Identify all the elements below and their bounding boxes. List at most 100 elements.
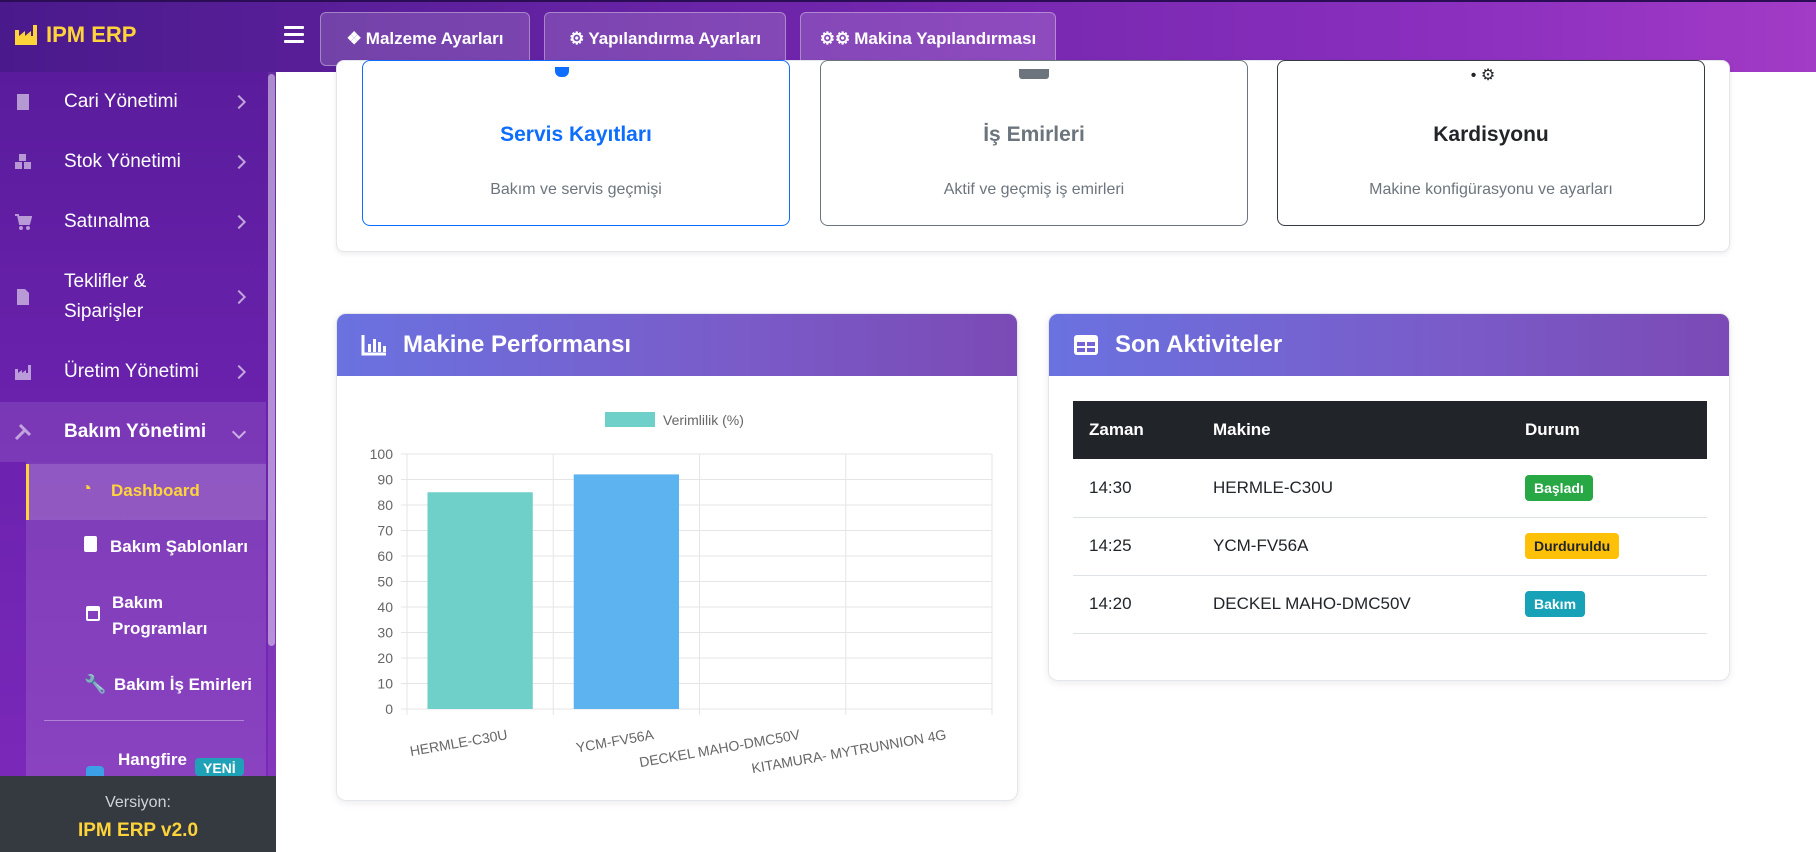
y-tick-label: 30 <box>377 625 393 641</box>
sidebar-item-cari[interactable]: Cari Yönetimi <box>0 87 266 117</box>
table-row[interactable]: 14:25 YCM-FV56A Durduruldu <box>1073 517 1707 576</box>
cart-icon <box>15 214 32 230</box>
table-header-row: Zaman Makine Durum <box>1073 401 1707 459</box>
sidebar-item-teklifler[interactable]: Teklifler & Siparişler <box>0 267 266 327</box>
submenu-item-dashboard[interactable]: ◔ Dashboard <box>26 464 266 520</box>
invoice-icon <box>17 289 29 305</box>
gauge-icon: ◔ <box>81 478 92 498</box>
machine-configuration-button[interactable]: ⚙⚙ Makina Yapılandırması <box>800 12 1056 66</box>
sidebar-scrollbar-track <box>268 72 276 776</box>
submenu-item-bakim-sablonlari[interactable]: Bakım Şablonları <box>26 520 266 576</box>
sidebar-scrollbar[interactable] <box>268 74 275 646</box>
cubes-icon: ❖ <box>346 29 362 48</box>
y-tick-label: 0 <box>385 701 393 717</box>
material-settings-button[interactable]: ❖ Malzeme Ayarları <box>320 12 530 66</box>
version-value: IPM ERP v2.0 <box>77 820 199 841</box>
sidebar-active-highlight <box>0 402 266 462</box>
y-tick-label: 20 <box>377 650 393 666</box>
machine-performance-card: Makine Performansı 0 10 20 30 40 50 60 70 80 90 10… <box>336 313 1018 801</box>
sidebar-item-bakim[interactable]: Bakım Yönetimi <box>0 417 266 447</box>
column-header-status: Durum <box>1509 401 1707 459</box>
x-tick-label: HERMLE-C30U <box>409 726 509 759</box>
gears-icon: • ⚙ <box>1470 67 1496 84</box>
y-tick-label: 10 <box>377 676 393 692</box>
recent-activities-title: Son Aktiviteler <box>1115 331 1283 358</box>
table-icon <box>1074 335 1098 355</box>
configuration-settings-button[interactable]: ⚙ Yapılandırma Ayarları <box>544 12 786 66</box>
chevron-right-icon <box>231 214 247 230</box>
industry-icon <box>15 25 37 45</box>
legend-label: Verimlilik (%) <box>663 412 744 428</box>
brand[interactable]: IPM ERP <box>14 22 136 48</box>
gear-icon: ⚙ <box>569 29 585 48</box>
x-tick-label: YCM-FV56A <box>575 726 656 756</box>
machine-cell: DECKEL MAHO-DMC50V <box>1197 575 1509 634</box>
clipboard-icon <box>84 536 97 552</box>
time-cell: 14:30 <box>1073 459 1197 518</box>
gears-icon: ⚙⚙ <box>819 29 851 48</box>
submenu-divider <box>44 720 244 721</box>
version-footer: Versiyon: IPM ERP v2.0 <box>0 776 276 852</box>
activities-table: Zaman Makine Durum 14:30 HERMLE-C30U Baş… <box>1073 401 1707 634</box>
status-cell: Durduruldu <box>1509 517 1707 576</box>
table-row[interactable]: 14:30 HERMLE-C30U Başladı <box>1073 459 1707 518</box>
sidebar: Cari Yönetimi Stok Yönetimi Satınalma Te… <box>0 72 276 776</box>
column-header-time: Zaman <box>1073 401 1197 459</box>
machine-cell: HERMLE-C30U <box>1197 459 1509 518</box>
table-row[interactable]: 14:20 DECKEL MAHO-DMC50V Bakım <box>1073 575 1707 634</box>
time-cell: 14:20 <box>1073 575 1197 634</box>
submenu-item-hangfire[interactable]: Hangfire <box>26 740 266 776</box>
chevron-right-icon <box>231 289 247 305</box>
wrench-icon <box>555 67 569 77</box>
top-navbar: IPM ERP ❖ Malzeme Ayarları ⚙ Yapılandırm… <box>0 0 1816 72</box>
y-tick-label: 70 <box>377 523 393 539</box>
status-cell: Başladı <box>1509 459 1707 518</box>
y-tick-label: 40 <box>377 599 393 615</box>
bar <box>573 474 680 709</box>
recent-activities-header: Son Aktiviteler <box>1049 314 1729 376</box>
service-records-card[interactable]: Servis Kayıtları Bakım ve servis geçmişi <box>362 60 790 226</box>
column-header-machine: Makine <box>1197 401 1509 459</box>
machine-performance-title: Makine Performansı <box>403 331 632 358</box>
clipboard-icon <box>1019 69 1049 79</box>
new-badge: YENİ <box>195 758 244 776</box>
calendar-icon <box>86 606 100 621</box>
submenu-item-bakim-is-emirleri[interactable]: 🔧 Bakım İş Emirleri <box>84 674 252 694</box>
sidebar-item-satinalma[interactable]: Satınalma <box>0 207 266 237</box>
work-orders-card[interactable]: İş Emirleri Aktif ve geçmiş iş emirleri <box>820 60 1248 226</box>
building-icon <box>17 94 29 110</box>
machine-cell: YCM-FV56A <box>1197 517 1509 576</box>
performance-bar-chart: 0 10 20 30 40 50 60 70 80 90 100 HERMLE-C30U YCM-FV5… <box>370 412 993 776</box>
chart-bar-icon <box>361 335 386 356</box>
status-badge: Durduruldu <box>1525 533 1620 559</box>
robot-icon <box>86 766 104 776</box>
recent-activities-card: Son Aktiviteler Zaman Makine Durum 14:30… <box>1048 313 1730 681</box>
y-tick-label: 90 <box>377 472 393 488</box>
wrench-icon: 🔧 <box>84 674 107 694</box>
submenu-container <box>26 462 266 776</box>
chevron-right-icon <box>231 154 247 170</box>
tools-icon <box>14 423 32 441</box>
status-badge: Başladı <box>1525 474 1593 501</box>
y-tick-label: 80 <box>377 497 393 513</box>
chevron-right-icon <box>231 364 247 380</box>
bar <box>427 492 533 709</box>
legend-swatch <box>605 412 655 427</box>
menu-toggle-icon[interactable] <box>284 26 304 46</box>
machine-performance-header: Makine Performansı <box>337 314 1017 376</box>
time-cell: 14:25 <box>1073 517 1197 576</box>
sidebar-item-uretim[interactable]: Üretim Yönetimi <box>0 357 266 387</box>
chevron-down-icon <box>231 424 247 440</box>
industry-icon <box>15 365 31 380</box>
configuration-card[interactable]: • ⚙ Kardisyonu Makine konfigürasyonu ve … <box>1277 60 1705 226</box>
status-cell: Bakım <box>1509 575 1707 634</box>
submenu-item-bakim-programlari[interactable]: Bakım Programları <box>26 580 266 650</box>
chevron-right-icon <box>231 94 247 110</box>
status-badge: Bakım <box>1525 591 1586 617</box>
sidebar-item-stok[interactable]: Stok Yönetimi <box>0 147 266 177</box>
y-tick-label: 50 <box>377 574 393 590</box>
boxes-icon <box>15 154 31 169</box>
brand-name: IPM ERP <box>46 22 137 47</box>
y-tick-label: 60 <box>377 548 393 564</box>
y-tick-label: 100 <box>370 446 394 462</box>
